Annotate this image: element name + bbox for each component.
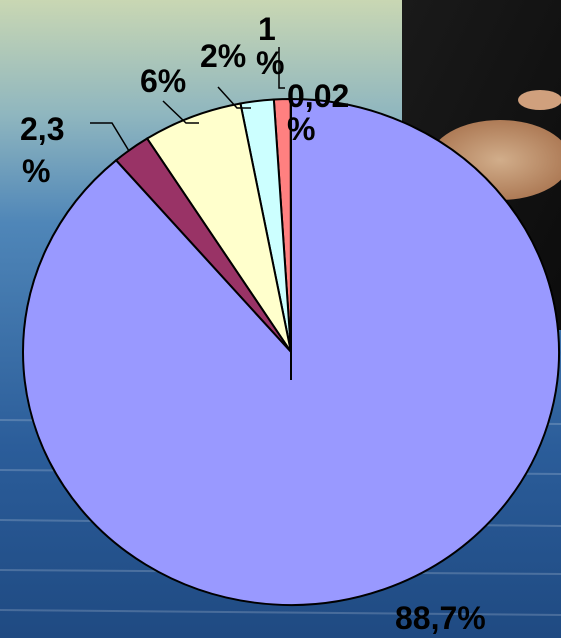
- leader-line: [278, 47, 285, 89]
- label-1-pct-line2: %: [256, 45, 284, 81]
- label-6-pct: 6%: [140, 63, 186, 99]
- label-2-pct: 2%: [200, 38, 246, 74]
- leader-line: [90, 122, 130, 152]
- label-88-7-pct: 88,7%: [395, 600, 486, 636]
- label-1-pct-line1: 1: [258, 11, 276, 47]
- label-0-02-pct-line2: %: [287, 111, 315, 147]
- leader-line: [162, 100, 199, 124]
- label-2-3-pct-line1: 2,3: [20, 111, 64, 147]
- pie-slices: [22, 97, 560, 606]
- leader-lines: [90, 47, 285, 152]
- label-0-02-pct-line1: 0,02: [287, 78, 349, 114]
- label-2-3-pct-line2: %: [22, 153, 50, 189]
- pie-slice: [22, 97, 560, 606]
- leader-line: [217, 86, 251, 109]
